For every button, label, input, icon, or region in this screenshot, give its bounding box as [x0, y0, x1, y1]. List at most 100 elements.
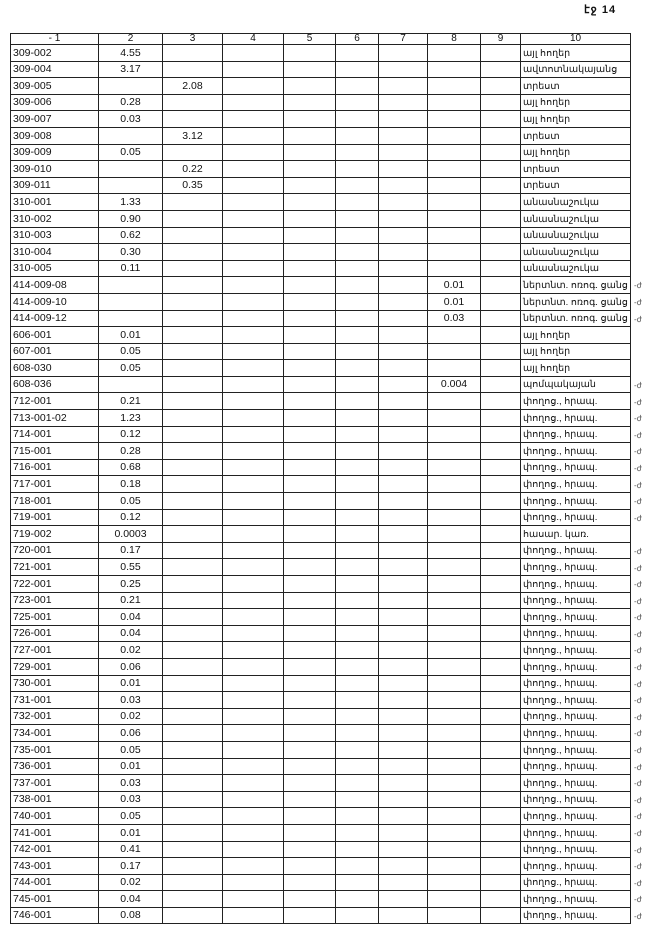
margin-annotation: -ժ — [634, 779, 642, 789]
area-cell-col2: 1.33 — [98, 193, 163, 211]
area-cell-col4 — [222, 160, 284, 178]
area-cell-col9 — [480, 375, 521, 394]
table-row: 742-001 0.41 փողոց., հրապ. -ժ — [10, 840, 653, 859]
area-cell-col3 — [162, 575, 223, 593]
area-cell-col4 — [222, 674, 284, 693]
parcel-code-cell: 608-030 — [10, 359, 99, 377]
parcel-code-cell: 310-004 — [10, 243, 99, 261]
area-cell-col8 — [427, 790, 481, 809]
area-cell-col5 — [283, 176, 336, 195]
margin-annotation — [631, 244, 653, 261]
area-cell-col4 — [222, 209, 284, 228]
area-cell-col8 — [427, 890, 481, 908]
table-row: 309-011 0.35 տրեստ — [10, 176, 653, 195]
land-use-cell: անասնաշուկա — [520, 193, 631, 211]
area-cell-col2 — [98, 276, 163, 294]
area-cell-col3 — [162, 110, 223, 128]
area-cell-col2: 0.05 — [98, 492, 163, 510]
area-cell-col5 — [283, 309, 336, 328]
parcel-code-cell: 741-001 — [10, 823, 99, 842]
margin-annotation: -ժ — [634, 646, 642, 656]
area-cell-col6 — [335, 757, 379, 776]
area-cell-col6 — [335, 890, 379, 908]
area-cell-col9 — [480, 226, 521, 245]
land-use-cell: տրեստ — [520, 77, 631, 95]
parcel-code-cell: 309-008 — [10, 126, 99, 145]
margin-annotation: -ժ — [634, 513, 642, 523]
area-cell-col7 — [378, 558, 428, 576]
area-cell-col8 — [427, 160, 481, 178]
area-cell-col6 — [335, 226, 379, 245]
margin-annotation: -ժ — [634, 563, 642, 573]
land-use-cell: փողոց., հրապ. — [520, 807, 631, 825]
area-cell-col7 — [378, 591, 428, 610]
area-cell-col5 — [283, 392, 336, 411]
parcel-code-cell: 414-009-08 — [10, 276, 99, 294]
column-header: 2 — [98, 33, 163, 45]
area-cell-col6 — [335, 790, 379, 809]
area-cell-col4 — [222, 193, 284, 211]
area-cell-col3 — [162, 641, 223, 659]
area-cell-col7 — [378, 823, 428, 842]
area-cell-col7 — [378, 774, 428, 792]
parcel-code-cell: 725-001 — [10, 608, 99, 626]
area-cell-col4 — [222, 774, 284, 792]
area-cell-col8 — [427, 326, 481, 344]
land-use-cell: ներտնտ. ոռոգ. ցանց — [520, 309, 631, 328]
area-cell-col4 — [222, 906, 284, 925]
area-cell-col6 — [335, 807, 379, 825]
area-cell-col9 — [480, 790, 521, 809]
land-use-cell: փողոց., հրապ. — [520, 724, 631, 742]
area-cell-col3 — [162, 226, 223, 245]
column-header: 4 — [222, 33, 284, 45]
table-row: 309-010 0.22 տրեստ — [10, 160, 653, 178]
parcel-code-cell: 742-001 — [10, 840, 99, 859]
area-cell-col2: 1.23 — [98, 409, 163, 427]
area-cell-col8 — [427, 840, 481, 859]
area-cell-col3 — [162, 359, 223, 377]
area-cell-col9 — [480, 475, 521, 494]
area-cell-col6 — [335, 176, 379, 195]
area-cell-col8: 0.03 — [427, 309, 481, 328]
parcel-code-cell: 309-010 — [10, 160, 99, 178]
area-cell-col3 — [162, 44, 223, 62]
area-cell-col4 — [222, 110, 284, 128]
area-cell-col8 — [427, 757, 481, 776]
area-cell-col2: 0.01 — [98, 674, 163, 693]
area-cell-col3 — [162, 624, 223, 643]
area-cell-col3 — [162, 724, 223, 742]
margin-annotation: -ժ — [634, 911, 642, 921]
area-cell-col3 — [162, 243, 223, 261]
parcel-code-cell: 608-036 — [10, 375, 99, 394]
area-cell-col6 — [335, 292, 379, 311]
area-cell-col2: 0.03 — [98, 691, 163, 709]
margin-annotation: -ժ — [634, 580, 642, 590]
area-cell-col9 — [480, 44, 521, 62]
area-cell-col5 — [283, 740, 336, 759]
area-cell-col5 — [283, 276, 336, 294]
land-use-cell: այլ հողեր — [520, 93, 631, 112]
area-cell-col2: 0.06 — [98, 724, 163, 742]
area-cell-col4 — [222, 375, 284, 394]
area-cell-col9 — [480, 342, 521, 361]
area-cell-col3: 3.12 — [162, 126, 223, 145]
parcel-code-cell: 737-001 — [10, 774, 99, 792]
area-cell-col6 — [335, 143, 379, 162]
area-cell-col4 — [222, 873, 284, 892]
parcel-code-cell: 726-001 — [10, 624, 99, 643]
area-cell-col2 — [98, 176, 163, 195]
area-cell-col7 — [378, 790, 428, 809]
table-row: 738-001 0.03 փողոց., հրապ. -ժ — [10, 790, 653, 809]
land-use-cell: փողոց., հրապ. — [520, 707, 631, 726]
land-use-cell: պոմպակայան — [520, 375, 631, 394]
area-cell-col4 — [222, 77, 284, 95]
area-cell-col4 — [222, 93, 284, 112]
land-use-cell: փողոց., հրապ. — [520, 674, 631, 693]
area-cell-col2: 0.05 — [98, 807, 163, 825]
area-cell-col4 — [222, 458, 284, 477]
area-cell-col2 — [98, 160, 163, 178]
area-cell-col9 — [480, 674, 521, 693]
land-use-cell: այլ հողեր — [520, 342, 631, 361]
area-cell-col4 — [222, 409, 284, 427]
area-cell-col7 — [378, 873, 428, 892]
